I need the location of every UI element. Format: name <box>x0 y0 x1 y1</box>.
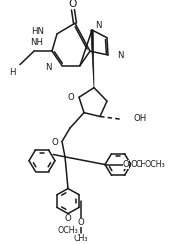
Text: O: O <box>78 218 84 227</box>
Text: OCH₃: OCH₃ <box>58 226 78 235</box>
Text: O: O <box>123 160 129 169</box>
Text: CH₃: CH₃ <box>74 234 88 243</box>
Text: OCH₃: OCH₃ <box>145 160 165 169</box>
Text: OH: OH <box>133 114 146 123</box>
Text: NH: NH <box>30 38 44 47</box>
Text: N: N <box>95 21 101 30</box>
Text: H: H <box>9 68 15 77</box>
Text: N: N <box>117 51 124 61</box>
Text: CH₃: CH₃ <box>136 160 150 169</box>
Polygon shape <box>91 30 94 88</box>
Text: HN: HN <box>31 27 44 36</box>
Text: O: O <box>131 160 137 169</box>
Text: O: O <box>69 0 77 9</box>
Text: O: O <box>65 214 71 223</box>
Text: O: O <box>68 93 74 102</box>
Text: N: N <box>45 63 52 72</box>
Text: O: O <box>52 138 58 147</box>
